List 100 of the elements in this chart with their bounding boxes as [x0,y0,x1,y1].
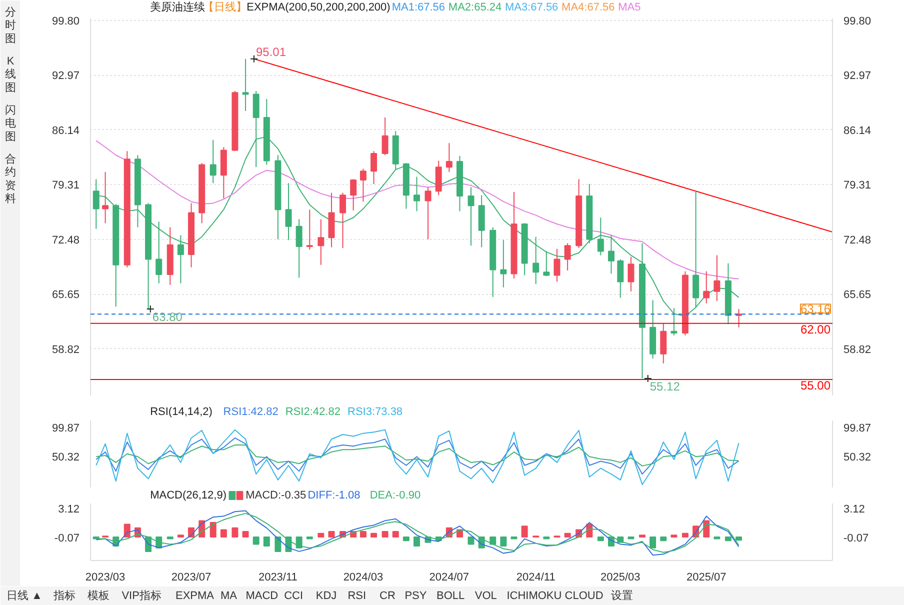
candlestick [285,182,292,241]
bar [468,536,474,545]
text: 指标 [52,590,76,602]
text: DEA:-0.90 [370,490,421,502]
text: ICHIMOKU CLOUD [506,590,604,602]
y-tick-label: -0.07 [54,532,80,545]
candlestick [102,171,109,224]
bar [490,536,496,545]
text: 设置 [611,590,634,602]
candlestick [617,258,624,298]
y-tick-label: 50.32 [52,451,80,464]
annotation: 63.80 [152,310,183,324]
candlestick [543,250,550,277]
legend-label: MA4:67.56 [562,2,615,14]
bar [274,536,282,552]
bar [660,536,667,542]
candlestick [500,240,507,288]
y-tick-label: 72.48 [52,234,80,246]
y2-tick-label: 65.65 [844,289,872,302]
y-tick-label: 99.80 [52,16,80,28]
bar [414,536,420,547]
bar [382,531,388,538]
ref-line-label: 55.00 [800,378,831,392]
text: DIFF:-1.08 [308,490,360,502]
text: 日线 ▲ [6,589,42,602]
ref-line-label: 63.16 [800,302,831,316]
text: MACD [246,590,278,602]
chart-title: RSI(14,14,2) [150,406,212,418]
text: CCI [284,590,304,602]
y-tick-label: 92.97 [52,70,80,82]
bar [242,531,249,538]
bar [124,524,130,538]
text: K线图 [5,56,16,94]
text: 模板 [88,590,110,602]
candlestick [360,168,366,202]
text: BOLL [436,590,465,602]
line-series [96,444,740,466]
bar [210,522,216,538]
x-tick-label: 2025/07 [686,572,726,584]
line-series [96,437,740,475]
bar [703,520,710,538]
bar [360,531,366,538]
bar [263,536,270,547]
y2-tick-label: 99.80 [844,16,872,28]
y2-tick-label: 79.31 [844,180,872,192]
bar [318,532,324,538]
y2-tick-label: 92.97 [844,70,872,82]
text: EXPMA [176,590,215,602]
text: MA2:65.24 [448,2,502,14]
bar [564,532,571,538]
candlestick [340,192,346,249]
legend-label: MA3:67.56 [504,2,558,14]
y2-tick-label: 3.12 [844,504,865,516]
bar [724,536,732,542]
y-tick-label: 58.82 [52,344,80,356]
y-tick-label: 86.14 [52,124,80,137]
bar [328,531,335,538]
y2-tick-label: 99.87 [844,422,872,435]
y2-tick-label: -0.07 [844,532,869,545]
candlestick [597,217,604,256]
annotation: 95.01 [256,44,286,59]
ref-line-label: 62.00 [800,322,831,336]
text: MA [220,590,238,602]
bar [682,532,688,538]
candlestick [296,218,302,278]
bar [370,532,378,538]
chart-title: MACD(26,12,9) [150,490,227,502]
candlestick [306,209,313,250]
candlestick [242,58,249,112]
legend-label: MACD:-0.35 [246,490,306,502]
candlestick [156,221,162,284]
series-label: RSI3:73.38 [348,406,403,418]
text: MA5 [618,2,641,14]
candlestick [532,236,540,285]
y-tick-label: 99.87 [52,422,80,435]
bar [220,529,227,538]
bar [650,536,656,548]
candlestick [350,178,357,211]
x-tick-label: 2025/03 [600,572,640,584]
candlestick [703,270,710,304]
candlestick [660,322,667,364]
text: PSY [404,590,428,602]
annotation: 55.12 [650,380,680,394]
text: CR [380,590,396,602]
candlestick [692,191,700,308]
legend-title: EXPMA(200,50,200,200,200) [246,2,390,14]
candlestick [554,248,560,282]
text: VIP指标 [122,590,162,602]
candlestick [628,256,634,292]
bar [252,536,260,545]
legend-label: MA1:67.56 [392,2,446,14]
y2-tick-label: 58.82 [844,344,872,356]
chart-title: 美原油连续 [150,0,206,14]
x-tick-label: 2024/07 [429,572,470,584]
text: RSI [348,590,366,602]
x-tick-label: 2024/11 [516,572,556,584]
y2-tick-label: 50.32 [844,451,872,464]
y2-tick-label: 72.48 [844,234,872,246]
bar [392,531,399,538]
text: KDJ [316,590,337,602]
